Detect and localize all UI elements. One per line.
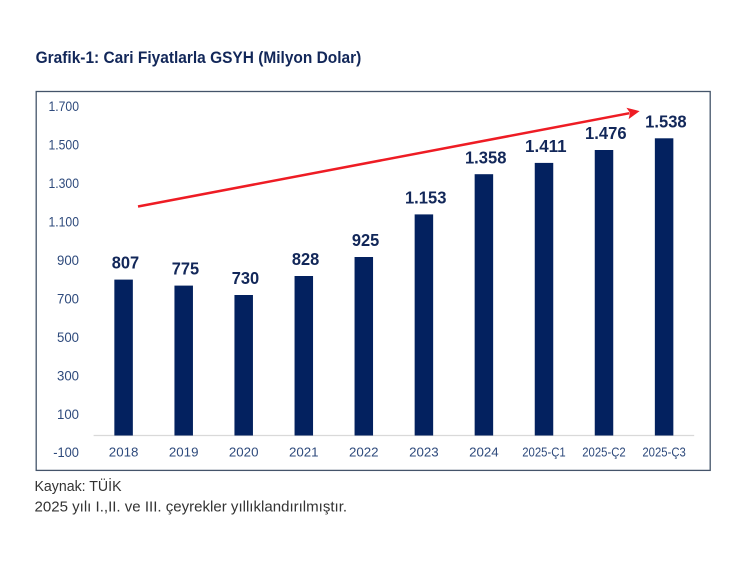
svg-text:2025-Ç3: 2025-Ç3 xyxy=(642,444,686,459)
svg-text:300: 300 xyxy=(57,367,79,383)
svg-text:1.411: 1.411 xyxy=(525,136,567,156)
svg-text:2019: 2019 xyxy=(169,444,199,459)
svg-text:2018: 2018 xyxy=(109,444,139,459)
svg-text:1.100: 1.100 xyxy=(49,214,80,230)
svg-text:2023: 2023 xyxy=(409,444,439,459)
svg-text:2025-Ç2: 2025-Ç2 xyxy=(582,444,626,459)
svg-text:2024: 2024 xyxy=(469,444,499,459)
svg-text:1.700: 1.700 xyxy=(49,98,80,114)
svg-text:2025 yılı I.,II. ve III. çeyre: 2025 yılı I.,II. ve III. çeyrekler yıllı… xyxy=(35,500,348,516)
svg-text:Grafik-1: Cari Fiyatlarla GSYH: Grafik-1: Cari Fiyatlarla GSYH (Milyon D… xyxy=(36,49,362,67)
svg-text:807: 807 xyxy=(112,253,139,273)
svg-text:2020: 2020 xyxy=(229,444,259,459)
svg-text:700: 700 xyxy=(57,290,79,306)
svg-text:Kaynak: TÜİK: Kaynak: TÜİK xyxy=(35,477,122,495)
svg-text:-100: -100 xyxy=(53,444,79,460)
svg-text:2021: 2021 xyxy=(289,444,319,459)
svg-text:1.538: 1.538 xyxy=(645,111,687,131)
svg-text:1.358: 1.358 xyxy=(465,147,507,167)
svg-text:925: 925 xyxy=(352,230,380,250)
svg-text:2025-Ç1: 2025-Ç1 xyxy=(522,444,566,459)
svg-text:1.476: 1.476 xyxy=(585,123,627,143)
svg-text:500: 500 xyxy=(57,329,79,345)
svg-text:1.300: 1.300 xyxy=(49,175,80,191)
svg-text:900: 900 xyxy=(57,252,79,268)
svg-text:828: 828 xyxy=(292,249,320,269)
svg-text:730: 730 xyxy=(232,268,260,288)
svg-text:1.500: 1.500 xyxy=(49,137,80,153)
svg-text:1.153: 1.153 xyxy=(405,188,447,208)
svg-text:2022: 2022 xyxy=(349,444,379,459)
svg-text:100: 100 xyxy=(57,406,79,422)
svg-text:775: 775 xyxy=(172,259,200,279)
